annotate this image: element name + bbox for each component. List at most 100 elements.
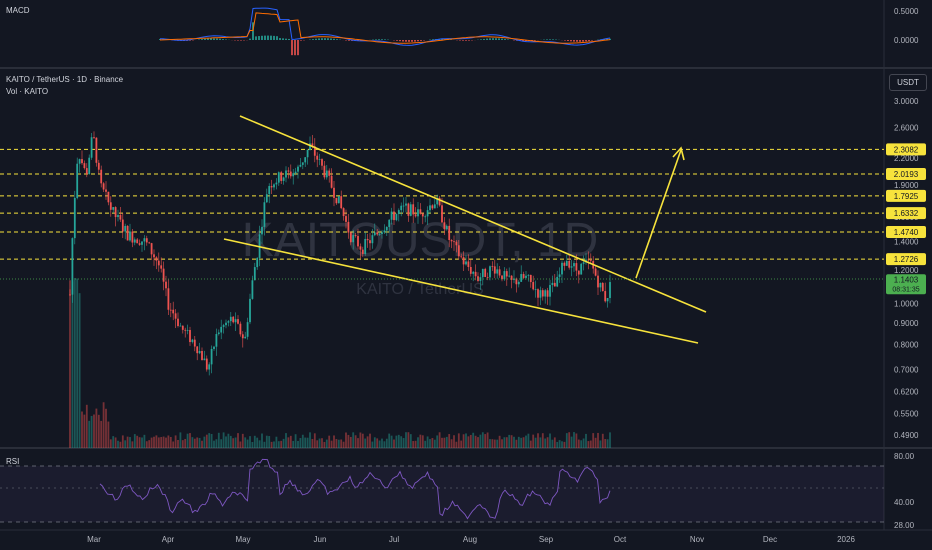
- candle-body: [417, 209, 419, 217]
- candle-body: [441, 205, 443, 223]
- candle-body: [491, 266, 494, 268]
- macd-histogram-bar: [321, 38, 323, 40]
- candle-body: [388, 219, 391, 227]
- macd-histogram-bar: [348, 40, 350, 41]
- volume-bar: [141, 437, 143, 448]
- candle-body: [553, 282, 556, 287]
- candle-body: [462, 257, 465, 265]
- volume-bar: [165, 437, 167, 448]
- volume-bar: [109, 439, 112, 448]
- macd-histogram-bar: [291, 40, 293, 56]
- price-tick-label: 0.4900: [894, 431, 919, 440]
- candle-body: [323, 165, 326, 178]
- candle-body: [419, 209, 422, 214]
- wedge-lower-trendline[interactable]: [223, 238, 699, 344]
- macd-histogram-bar: [441, 38, 443, 40]
- volume-bar: [333, 435, 335, 448]
- candle-body: [177, 318, 179, 326]
- volume-bar: [345, 432, 347, 448]
- macd-histogram-bar: [258, 36, 260, 40]
- macd-histogram-bar: [408, 40, 410, 42]
- volume-bar: [455, 441, 458, 448]
- candle-body: [594, 268, 597, 276]
- macd-histogram-bar: [159, 38, 161, 40]
- candle-body: [138, 243, 141, 245]
- candle-body: [215, 334, 218, 347]
- candle-body: [153, 254, 155, 258]
- candle-body: [313, 146, 316, 156]
- volume-bar: [352, 432, 355, 448]
- volume-bar: [237, 433, 239, 448]
- volume-bar: [150, 437, 153, 448]
- candle-body: [285, 170, 287, 178]
- currency-unit-button[interactable]: USDT: [889, 74, 927, 91]
- candle-body: [489, 266, 491, 278]
- candle-body: [208, 364, 211, 370]
- level-price-label: 2.0193: [894, 170, 919, 179]
- volume-bar: [299, 438, 302, 448]
- volume-bar: [558, 440, 561, 448]
- level-price-label: 1.6332: [894, 209, 919, 218]
- candle-body: [385, 226, 388, 231]
- candle-body: [237, 319, 239, 324]
- level-price-badge: [886, 225, 926, 238]
- level-price-badge: [886, 207, 926, 220]
- volume-bar: [570, 436, 573, 448]
- volume-bar: [306, 437, 309, 448]
- volume-bar: [573, 432, 575, 448]
- volume-bar: [378, 440, 381, 448]
- candle-body: [508, 275, 511, 277]
- macd-histogram-bar: [318, 38, 320, 40]
- candle-body: [330, 175, 333, 188]
- volume-bar: [342, 441, 345, 448]
- candle-body: [193, 339, 196, 347]
- volume-bar: [313, 433, 316, 448]
- volume-bar: [424, 440, 427, 448]
- macd-histogram-bar: [432, 39, 434, 40]
- volume-bar: [76, 278, 79, 448]
- macd-histogram-bar: [201, 39, 203, 40]
- candle-body: [457, 245, 460, 257]
- volume-bar: [541, 433, 544, 448]
- candle-body: [445, 225, 448, 229]
- candle-body: [73, 197, 76, 239]
- candle-body: [119, 215, 122, 220]
- volume-bar: [220, 439, 223, 448]
- candle-body: [217, 332, 220, 335]
- candle-body: [597, 275, 599, 288]
- candle-body: [83, 163, 86, 169]
- wedge-upper-trendline[interactable]: [239, 115, 707, 313]
- volume-bar: [525, 435, 527, 448]
- macd-histogram-bar: [546, 39, 548, 40]
- candle-body: [117, 215, 119, 218]
- candle-body: [239, 323, 242, 335]
- candle-body: [373, 232, 376, 236]
- candle-body: [426, 210, 429, 217]
- candle-body: [229, 316, 232, 322]
- volume-bar: [395, 435, 398, 448]
- volume-bar: [196, 437, 199, 448]
- price-tick-label: 1.9000: [894, 181, 919, 190]
- volume-bar: [383, 441, 386, 448]
- volume-bar: [457, 433, 460, 448]
- volume-bar: [114, 437, 117, 448]
- candle-body: [277, 172, 280, 183]
- candle-body: [169, 309, 172, 311]
- breakout-arrow[interactable]: [635, 149, 682, 279]
- candle-body: [335, 197, 338, 204]
- volume-bar: [546, 437, 549, 448]
- macd-histogram-bar: [378, 39, 380, 40]
- candle-body: [304, 157, 307, 163]
- volume-bar: [304, 437, 307, 448]
- candle-body: [352, 235, 355, 243]
- candle-body: [496, 269, 499, 274]
- macd-histogram-bar: [417, 40, 419, 42]
- volume-bar: [537, 433, 539, 448]
- macd-histogram-bar: [381, 39, 383, 40]
- volume-bar: [131, 441, 134, 448]
- volume-bar: [273, 441, 275, 448]
- candle-body: [546, 290, 549, 297]
- volume-bar: [229, 435, 232, 448]
- volume-bar: [105, 408, 107, 448]
- candle-body: [76, 163, 79, 198]
